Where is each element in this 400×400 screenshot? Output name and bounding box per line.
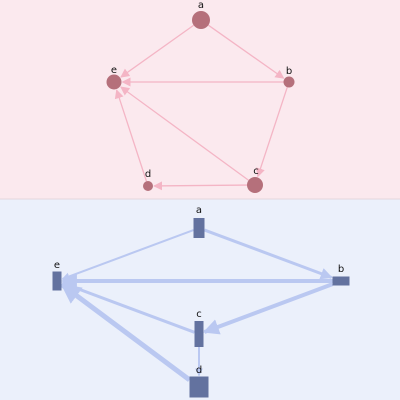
node-label-d: d — [145, 169, 151, 180]
node-d — [189, 376, 209, 398]
node-a — [193, 218, 205, 238]
node-e — [52, 271, 62, 291]
node-c — [247, 177, 263, 193]
node-e — [106, 74, 122, 90]
edge-a-e — [61, 229, 194, 281]
edge-a-b — [207, 24, 285, 79]
node-label-d: d — [196, 365, 202, 376]
top-panel-background — [0, 0, 400, 199]
bottom-graph-nodes: a b c d e — [52, 205, 350, 398]
node-label-e: e — [54, 260, 60, 271]
top-graph-edges — [114, 24, 288, 191]
node-label-c: c — [196, 309, 202, 320]
node-label-b: b — [338, 264, 344, 275]
edge-a-b — [203, 228, 333, 280]
node-b — [332, 276, 350, 286]
node-d — [143, 181, 153, 191]
edge-d-e — [60, 282, 191, 382]
edge-c-e — [61, 281, 196, 334]
node-label-e: e — [111, 65, 117, 76]
node-b — [283, 76, 295, 88]
edge-b-c — [202, 282, 334, 335]
top-graph-nodes: a b c d e — [106, 0, 295, 193]
node-c — [194, 321, 204, 347]
node-label-a: a — [198, 0, 204, 11]
edge-a-e — [120, 24, 195, 78]
node-label-b: b — [286, 66, 292, 77]
edge-c-e — [120, 86, 249, 181]
node-label-c: c — [253, 166, 259, 177]
edge-c-d — [153, 181, 248, 191]
node-a — [192, 11, 210, 29]
edge-d-e — [114, 89, 148, 182]
bottom-graph-edges — [60, 228, 334, 382]
edge-b-c — [256, 87, 288, 178]
node-label-a: a — [196, 205, 202, 216]
